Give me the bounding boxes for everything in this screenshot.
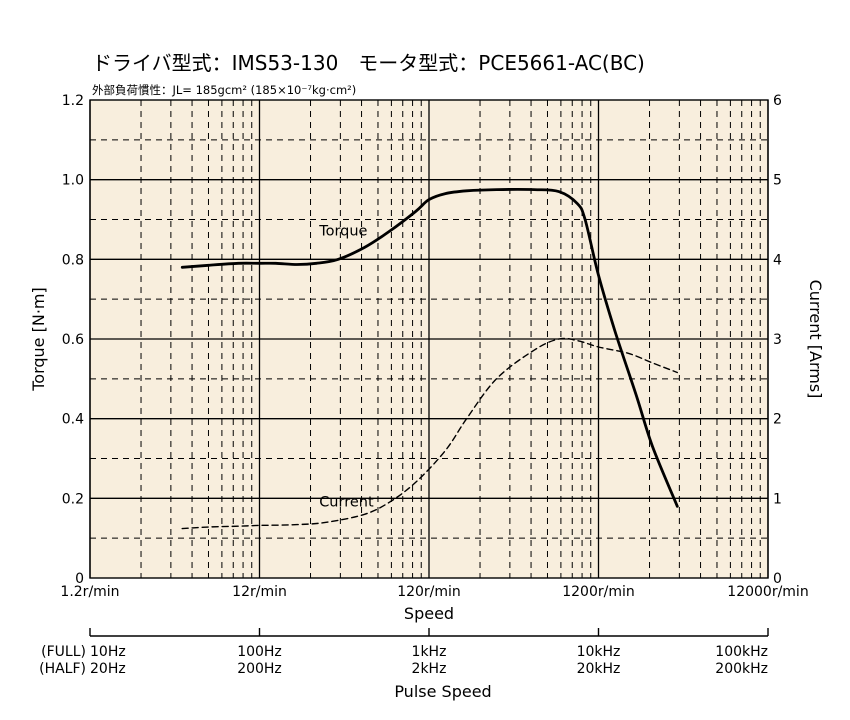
x-tick-label: 12r/min (232, 584, 287, 600)
x-tick-label: 12000r/min (727, 584, 808, 600)
x-tick-label: 1.2r/min (60, 584, 119, 600)
y-tick-label-left: 0.4 (62, 412, 84, 428)
pulse-tick-half: 20kHz (577, 661, 621, 677)
series-line-torque (180, 188, 679, 508)
x-axis-label: Speed (404, 604, 454, 623)
pulse-tick-half: 20Hz (90, 661, 126, 677)
chart-subtitle: 外部負荷慣性：JL= 185gcm² (185×10⁻⁷kg·cm²) (92, 83, 356, 97)
pulse-tick-half: 200kHz (715, 661, 768, 677)
y-axis-label-left: Torque [N·m] (29, 287, 48, 392)
pulse-row-label: (FULL) (41, 644, 86, 660)
y-tick-label-left: 0.8 (62, 252, 84, 268)
y-axis-label-right: Current [Arms] (806, 280, 825, 399)
pulse-row-label: (HALF) (39, 661, 86, 677)
y-tick-label-right: 0 (773, 571, 782, 587)
y-tick-label-left: 1.2 (62, 93, 84, 109)
y-tick-label-right: 2 (773, 412, 782, 428)
y-tick-label-left: 0 (75, 571, 84, 587)
y-tick-label-right: 1 (773, 491, 782, 507)
pulse-tick-full: 100Hz (237, 644, 282, 660)
series-annotation-torque: Torque (318, 223, 367, 239)
tick-labels: 0 0.2 0.4 0.6 0.8 1.0 1.2 0 1 2 3 4 5 6 1.2r/min 12r/mi… (60, 93, 808, 600)
pulse-tick-full: 10Hz (90, 644, 126, 660)
pulse-tick-half: 200Hz (237, 661, 282, 677)
y-tick-label-right: 4 (773, 252, 782, 268)
pulse-tick-half: 2kHz (412, 661, 447, 677)
series-annotation-current: Current (319, 494, 374, 510)
pulse-tick-full: 100kHz (715, 644, 768, 660)
y-tick-label-left: 0.2 (62, 491, 84, 507)
series-line-current (181, 337, 678, 530)
pulse-tick-full: 1kHz (412, 644, 447, 660)
y-tick-label-left: 1.0 (62, 173, 84, 189)
x-tick-label: 1200r/min (562, 584, 635, 600)
pulse-tick-full: 10kHz (577, 644, 621, 660)
series-group: Torque Current (180, 188, 679, 530)
pulse-speed-label: Pulse Speed (394, 682, 491, 701)
plot-frame (89, 99, 769, 579)
y-tick-label-left: 0.6 (62, 332, 84, 348)
y-tick-label-right: 6 (773, 93, 782, 109)
x-tick-label: 120r/min (397, 584, 461, 600)
chart-title: ドライバ型式：IMS53-130 モータ型式：PCE5661-AC(BC) (92, 51, 645, 75)
y-tick-label-right: 3 (773, 332, 782, 348)
y-tick-label-right: 5 (773, 173, 782, 189)
